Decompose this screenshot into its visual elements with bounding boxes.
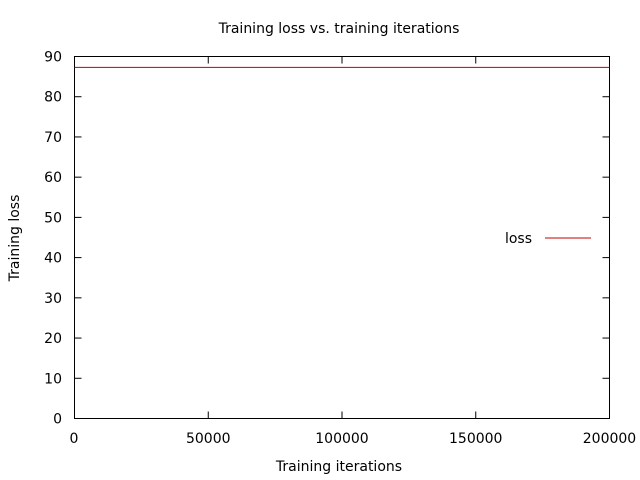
y-tick-label-4: 40	[44, 251, 62, 267]
x-axis-ticks	[74, 56, 610, 419]
legend: loss	[505, 231, 591, 247]
y-tick-label-7: 70	[44, 130, 62, 146]
y-tick-label-6: 60	[44, 170, 62, 186]
x-tick-label-3: 150000	[449, 431, 502, 447]
x-tick-label-4: 200000	[583, 431, 636, 447]
y-axis-label: Training loss	[7, 195, 23, 283]
y-tick-label-5: 50	[44, 210, 62, 226]
y-tick-label-9: 90	[44, 50, 62, 66]
legend-label-loss: loss	[505, 231, 532, 247]
chart-title: Training loss vs. training iterations	[218, 21, 460, 37]
x-tick-label-2: 100000	[315, 431, 368, 447]
x-axis-label: Training iterations	[275, 459, 402, 475]
y-axis-ticks	[74, 56, 610, 419]
x-axis-tick-labels: 0 50000 100000 150000 200000	[70, 431, 637, 447]
y-tick-label-1: 10	[44, 371, 62, 387]
y-tick-label-3: 30	[44, 291, 62, 307]
y-tick-label-0: 0	[53, 412, 62, 428]
x-tick-label-1: 50000	[186, 431, 231, 447]
y-tick-label-2: 20	[44, 331, 62, 347]
y-axis-tick-labels: 0 10 20 30 40 50 60 70 80 90	[44, 50, 62, 428]
x-tick-label-0: 0	[70, 431, 79, 447]
y-tick-label-8: 80	[44, 90, 62, 106]
